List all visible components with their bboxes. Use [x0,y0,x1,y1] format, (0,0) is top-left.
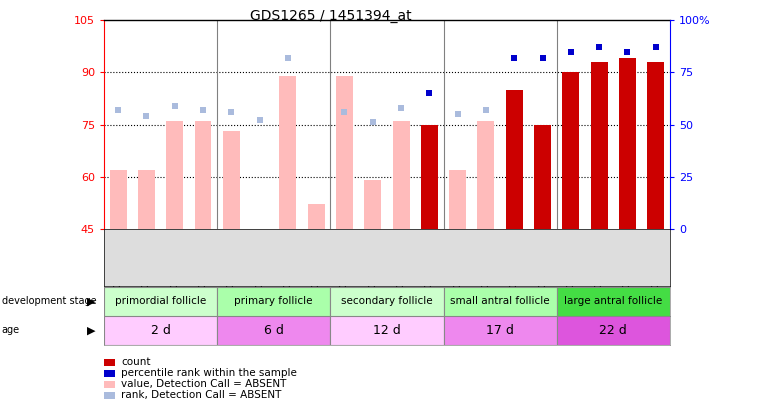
Bar [330,316,444,345]
Bar [217,287,330,316]
Text: value, Detection Call = ABSENT: value, Detection Call = ABSENT [121,379,286,389]
Bar [223,132,239,229]
Text: count: count [121,358,150,367]
Bar [195,121,212,229]
Text: 6 d: 6 d [264,324,283,337]
Bar [534,124,551,229]
Text: rank, Detection Call = ABSENT: rank, Detection Call = ABSENT [121,390,281,400]
Bar [336,76,353,229]
Bar [591,62,608,229]
Text: 2 d: 2 d [151,324,170,337]
Text: primordial follicle: primordial follicle [115,296,206,306]
Text: large antral follicle: large antral follicle [564,296,662,306]
Bar [477,121,494,229]
Bar [104,287,217,316]
Bar [138,170,155,229]
Bar [449,170,466,229]
Bar [330,287,444,316]
Bar [648,62,665,229]
Bar [619,58,636,229]
Bar [506,90,523,229]
Text: secondary follicle: secondary follicle [341,296,433,306]
Text: percentile rank within the sample: percentile rank within the sample [121,369,296,378]
Bar [104,316,217,345]
Text: ▶: ▶ [86,296,95,306]
Text: 22 d: 22 d [599,324,628,337]
Text: 12 d: 12 d [373,324,401,337]
Text: primary follicle: primary follicle [235,296,313,306]
Text: development stage: development stage [2,296,96,306]
Text: ▶: ▶ [86,326,95,335]
Bar [166,121,183,229]
Bar [421,124,438,229]
Text: small antral follicle: small antral follicle [450,296,550,306]
Text: age: age [2,326,20,335]
Bar [444,287,557,316]
Text: 17 d: 17 d [486,324,514,337]
Bar [308,205,325,229]
Bar [562,72,579,229]
Bar [280,76,296,229]
Text: GDS1265 / 1451394_at: GDS1265 / 1451394_at [250,9,412,23]
Bar [109,170,126,229]
Bar [364,180,381,229]
Bar [217,316,330,345]
Bar [557,287,670,316]
Bar [444,316,557,345]
Bar [557,316,670,345]
Bar [393,121,410,229]
